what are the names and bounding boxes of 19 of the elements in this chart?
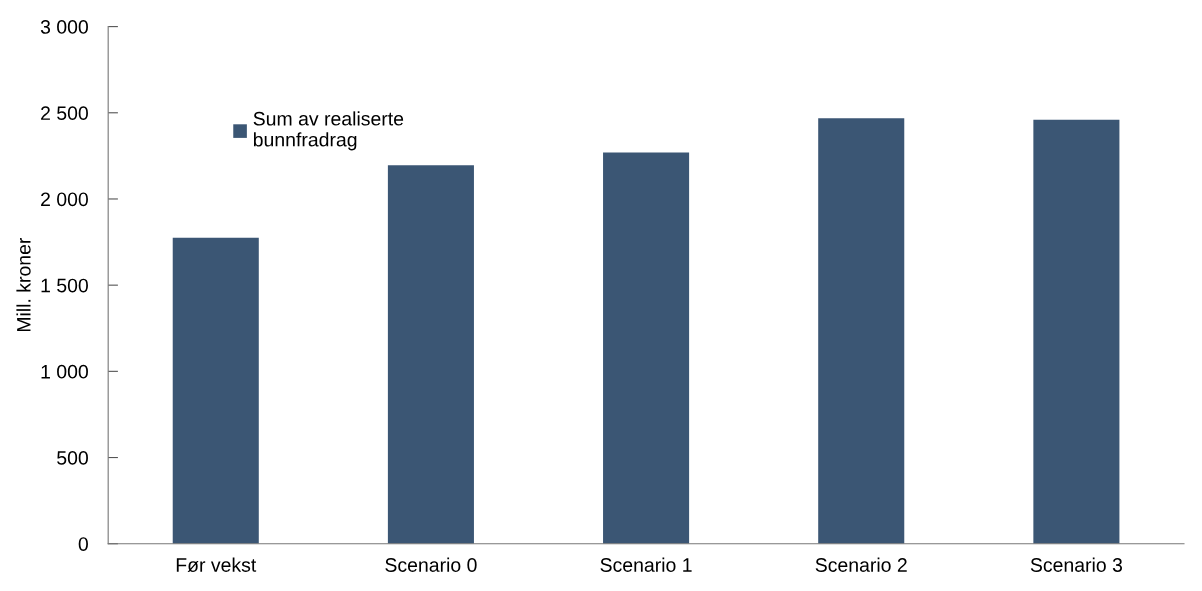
bar [1033, 119, 1120, 544]
y-tick-label: 500 [57, 451, 88, 465]
y-tick-label: 3 000 [40, 20, 88, 34]
bar [603, 152, 690, 544]
x-tick-label: Scenario 0 [385, 557, 477, 572]
legend-label: Sum av realiserte bunnfradrag [253, 111, 404, 151]
y-axis-title: Mill. kroner [16, 237, 31, 332]
bar [387, 165, 474, 544]
x-tick-label: Scenario 2 [815, 557, 907, 572]
y-tick-label: 2 000 [41, 192, 88, 207]
y-tick-label: 0 [78, 537, 88, 551]
x-tick-label: Før vekst [176, 557, 257, 573]
x-tick-label: Scenario 3 [1030, 557, 1123, 572]
x-tick-label: Scenario 1 [600, 557, 692, 572]
y-tick-label: 1 500 [41, 278, 88, 293]
bar [172, 237, 259, 544]
y-tick-label: 1 000 [41, 364, 88, 379]
bar [818, 118, 905, 544]
y-tick-label: 2 500 [41, 106, 88, 121]
